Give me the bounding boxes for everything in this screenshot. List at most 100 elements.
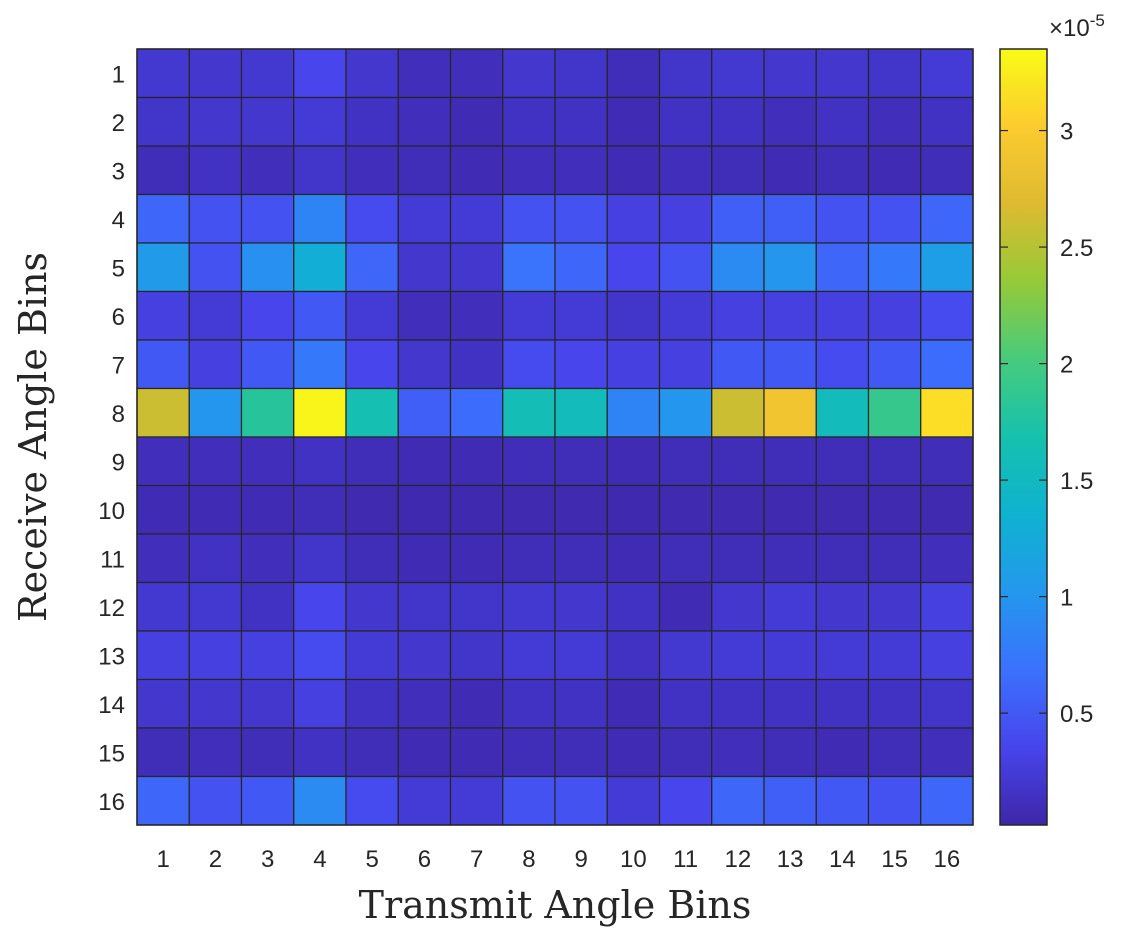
heatmap-cell-r15-c9 <box>554 727 608 778</box>
heatmap-cell-r12-c16 <box>920 581 974 632</box>
heatmap-cell-r6-c12 <box>711 290 765 341</box>
heatmap-cell-r3-c7 <box>449 145 504 196</box>
heatmap-cell-r2-c4 <box>293 96 347 147</box>
heatmap-cell-r13-c5 <box>345 630 399 681</box>
heatmap-cell-r9-c2 <box>188 436 243 487</box>
y-tick-label: 7 <box>112 352 125 379</box>
x-tick-label: 8 <box>522 846 535 873</box>
heatmap-cell-r15-c16 <box>920 727 974 778</box>
colorbar <box>999 48 1048 826</box>
heatmap-cell-r13-c11 <box>658 630 713 681</box>
heatmap-cell-r1-c13 <box>763 48 817 99</box>
heatmap-cell-r6-c15 <box>867 290 922 341</box>
y-tick-label: 9 <box>112 449 125 476</box>
heatmap-cell-r4-c15 <box>867 193 922 244</box>
x-tick-labels: 1 2 3 4 5 6 7 8 9 10 11 12 13 14 15 16 <box>156 846 960 873</box>
heatmap-cell-r9-c7 <box>449 436 504 487</box>
heatmap-cell-r14-c11 <box>658 678 713 729</box>
heatmap-cell-r15-c2 <box>188 727 243 778</box>
heatmap-cell-r8-c16 <box>920 387 974 438</box>
heatmap-cell-r8-c13 <box>763 387 817 438</box>
heatmap-cell-r13-c3 <box>240 630 295 681</box>
heatmap-cell-r10-c7 <box>449 484 504 535</box>
heatmap-cell-r12-c12 <box>711 581 765 632</box>
heatmap-cell-r1-c12 <box>711 48 765 99</box>
y-tick-label: 14 <box>98 692 125 719</box>
x-tick-label: 10 <box>620 846 647 873</box>
x-axis-label: Transmit Angle Bins <box>359 883 752 927</box>
heatmap-cell-r2-c10 <box>606 96 661 147</box>
heatmap-cell-r2-c16 <box>920 96 974 147</box>
heatmap-cell-r14-c16 <box>920 678 974 729</box>
heatmap-cell-r12-c7 <box>449 581 504 632</box>
heatmap-cell-r10-c2 <box>188 484 243 535</box>
heatmap-cell-r1-c14 <box>815 48 870 99</box>
heatmap-cell-r7-c7 <box>449 339 504 390</box>
heatmap-cell-r12-c9 <box>554 581 608 632</box>
y-tick-label: 10 <box>98 498 125 525</box>
x-tick-label: 2 <box>209 846 222 873</box>
heatmap-cell-r9-c16 <box>920 436 974 487</box>
heatmap-cell-r13-c8 <box>502 630 556 681</box>
heatmap-cell-r14-c5 <box>345 678 399 729</box>
heatmap-cell-r10-c5 <box>345 484 399 535</box>
heatmap-cell-r13-c14 <box>815 630 870 681</box>
heatmap-cell-r7-c9 <box>554 339 608 390</box>
heatmap-cell-r12-c1 <box>136 581 190 632</box>
heatmap-cell-r6-c16 <box>920 290 974 341</box>
heatmap-cell-r8-c3 <box>240 387 295 438</box>
heatmap-cell-r3-c15 <box>867 145 922 196</box>
y-tick-label: 3 <box>112 158 125 185</box>
y-tick-label: 8 <box>112 401 125 428</box>
heatmap-cell-r15-c8 <box>502 727 556 778</box>
heatmap-cell-r5-c9 <box>554 242 608 293</box>
heatmap-cell-r1-c1 <box>136 48 190 99</box>
heatmap-cell-r13-c7 <box>449 630 504 681</box>
heatmap-cell-r7-c6 <box>397 339 452 390</box>
heatmap-cell-r1-c11 <box>658 48 713 99</box>
heatmap-cell-r13-c1 <box>136 630 190 681</box>
heatmap-cell-r11-c7 <box>449 533 504 584</box>
heatmap-cell-r5-c16 <box>920 242 974 293</box>
heatmap-cell-r12-c13 <box>763 581 817 632</box>
y-tick-label: 12 <box>98 595 125 622</box>
heatmap-cell-r7-c15 <box>867 339 922 390</box>
heatmap-cell-r16-c4 <box>293 775 347 826</box>
colorbar-ticks: 0.5 1 1.5 2 2.5 3 <box>1000 119 1093 728</box>
colorbar-exponent-power: -5 <box>1090 11 1105 30</box>
heatmap-cell-r14-c2 <box>188 678 243 729</box>
heatmap-cell-r12-c11 <box>658 581 713 632</box>
heatmap-cell-r6-c1 <box>136 290 190 341</box>
heatmap-cell-r11-c3 <box>240 533 295 584</box>
heatmap-cell-r7-c14 <box>815 339 870 390</box>
heatmap-cell-r16-c13 <box>763 775 817 826</box>
heatmap-cell-r2-c2 <box>188 96 243 147</box>
heatmap-cell-r5-c6 <box>397 242 452 293</box>
heatmap-cell-r11-c6 <box>397 533 452 584</box>
heatmap-cell-r3-c4 <box>293 145 347 196</box>
colorbar-tick-label: 1.5 <box>1060 468 1093 495</box>
heatmap-cell-r3-c6 <box>397 145 452 196</box>
heatmap-cell-r16-c3 <box>240 775 295 826</box>
heatmap-cell-r5-c12 <box>711 242 765 293</box>
heatmap-cell-r12-c5 <box>345 581 399 632</box>
heatmap-cell-r8-c2 <box>188 387 243 438</box>
heatmap-cell-r8-c9 <box>554 387 608 438</box>
heatmap-cell-r2-c8 <box>502 96 556 147</box>
heatmap-cell-r12-c14 <box>815 581 870 632</box>
heatmap-cell-r5-c5 <box>345 242 399 293</box>
y-tick-label: 1 <box>112 61 125 88</box>
heatmap-cell-r11-c12 <box>711 533 765 584</box>
heatmap-cell-r15-c10 <box>606 727 661 778</box>
heatmap-cell-r16-c8 <box>502 775 556 826</box>
heatmap-cell-r11-c1 <box>136 533 190 584</box>
heatmap-cell-r2-c15 <box>867 96 922 147</box>
heatmap-cell-r9-c3 <box>240 436 295 487</box>
heatmap-cell-r5-c15 <box>867 242 922 293</box>
heatmap-cell-r16-c7 <box>449 775 504 826</box>
heatmap-cell-r7-c12 <box>711 339 765 390</box>
heatmap-cell-r11-c10 <box>606 533 661 584</box>
heatmap-cell-r16-c11 <box>658 775 713 826</box>
heatmap-cell-r11-c8 <box>502 533 556 584</box>
heatmap-cell-r9-c15 <box>867 436 922 487</box>
